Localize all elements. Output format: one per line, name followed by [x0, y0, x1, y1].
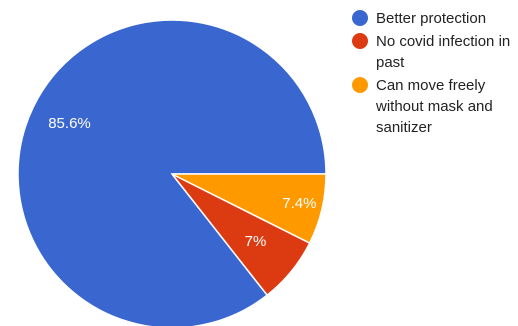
legend-item-3: Can move freely without mask and sanitiz… — [352, 75, 518, 138]
legend-swatch-1 — [352, 10, 368, 26]
pie-slice-3 — [171, 173, 327, 245]
legend-swatch-3 — [352, 77, 368, 93]
legend-label-2: No covid infection in past — [376, 33, 511, 71]
pie-slice-1 — [17, 19, 327, 326]
pie-data-labels: 85.6% 7% 7.4% — [48, 115, 316, 250]
legend-item-2: No covid infection in past — [352, 31, 518, 73]
pie-data-label-3: 7.4% — [282, 195, 316, 212]
legend-item-1: Better protection — [352, 8, 518, 29]
legend-label-1: Better protection — [376, 10, 487, 27]
pie-data-label-1: 85.6% — [48, 115, 91, 132]
pie-slices — [17, 19, 327, 326]
legend-swatch-2 — [352, 33, 368, 49]
legend-label-3: Can move freely without mask and sanitiz… — [376, 77, 493, 136]
pie-data-label-2: 7% — [245, 233, 267, 250]
chart-legend: Better protection No covid infection in p… — [352, 8, 518, 140]
